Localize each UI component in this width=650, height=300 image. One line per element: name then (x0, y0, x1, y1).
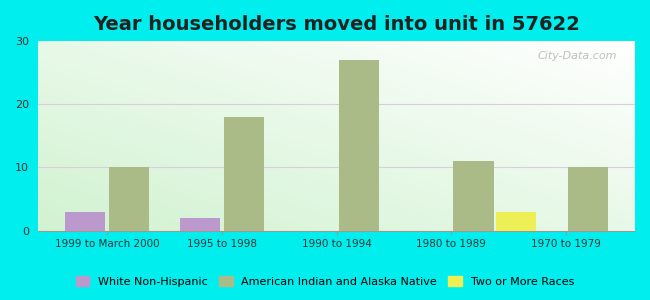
Text: City-Data.com: City-Data.com (538, 51, 617, 61)
Bar (568, 167, 608, 231)
Bar (495, 212, 536, 231)
Bar (179, 218, 220, 231)
Legend: White Non-Hispanic, American Indian and Alaska Native, Two or More Races: White Non-Hispanic, American Indian and … (72, 272, 578, 291)
Bar (339, 60, 379, 231)
Bar (224, 117, 264, 231)
Bar (109, 167, 150, 231)
Title: Year householders moved into unit in 57622: Year householders moved into unit in 576… (93, 15, 580, 34)
Bar (453, 161, 493, 231)
Bar (65, 212, 105, 231)
